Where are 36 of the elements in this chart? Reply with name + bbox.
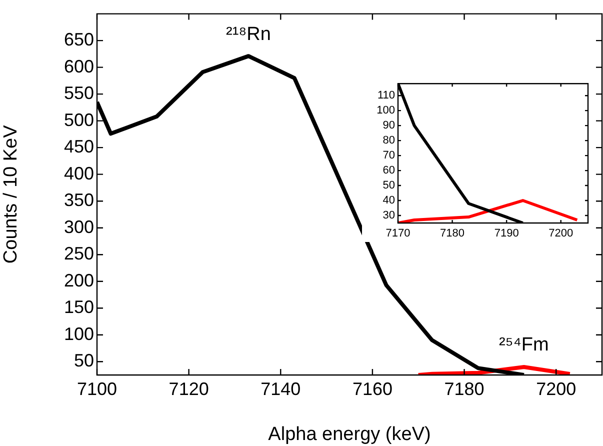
y-tick-label: 200 bbox=[64, 270, 94, 290]
y-tick-label: 550 bbox=[64, 83, 94, 104]
y-tick-label: 110 bbox=[377, 90, 395, 102]
x-tick-label: 7180 bbox=[440, 228, 465, 240]
x-tick-label: 7100 bbox=[76, 378, 118, 399]
y-tick-label: 60 bbox=[382, 164, 395, 177]
annotation: ²¹⁸Rn bbox=[226, 24, 271, 45]
y-tick-label: 50 bbox=[382, 180, 395, 192]
x-tick-label: 7180 bbox=[444, 378, 484, 399]
y-axis-title: Counts / 10 KeV bbox=[0, 124, 22, 264]
y-tick-label: 650 bbox=[64, 30, 94, 50]
y-tick-label: 600 bbox=[64, 56, 94, 76]
y-tick-label: 350 bbox=[64, 190, 94, 210]
annotation: ²⁵⁴Fm bbox=[499, 334, 549, 356]
x-tick-label: 7200 bbox=[536, 378, 576, 399]
y-tick-label: 500 bbox=[64, 110, 94, 130]
x-axis-title: Alpha energy (keV) bbox=[268, 424, 431, 445]
y-tick-label: 50 bbox=[74, 350, 94, 371]
y-tick-label: 40 bbox=[382, 194, 395, 207]
y-tick-label: 80 bbox=[382, 134, 395, 147]
y-tick-label: 100 bbox=[376, 104, 395, 117]
x-tick-label: 7160 bbox=[352, 378, 392, 399]
y-tick-label: 70 bbox=[382, 150, 395, 162]
y-tick-label: 90 bbox=[382, 120, 395, 132]
y-tick-label: 450 bbox=[64, 136, 94, 157]
y-tick-label: 400 bbox=[64, 163, 94, 184]
y-tick-label: 100 bbox=[64, 324, 94, 344]
x-tick-label: 7120 bbox=[168, 378, 209, 399]
x-tick-label: 7200 bbox=[548, 228, 574, 240]
x-tick-label: 7190 bbox=[494, 228, 519, 240]
y-tick-label: 30 bbox=[382, 210, 395, 222]
y-tick-label: 300 bbox=[64, 216, 94, 237]
y-tick-label: 150 bbox=[64, 297, 94, 318]
y-tick-label: 250 bbox=[64, 244, 94, 264]
x-tick-label: 7140 bbox=[260, 378, 301, 399]
x-tick-label: 7170 bbox=[386, 228, 410, 240]
